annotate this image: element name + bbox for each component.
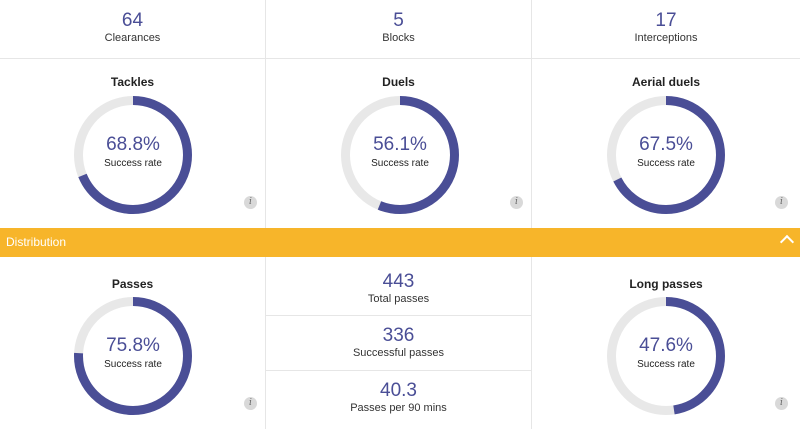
donut-label: Success rate [637,158,695,169]
stat-value: 64 [121,10,144,31]
card-title: Tackles [110,75,155,89]
stat-label: Blocks [382,32,415,44]
info-icon[interactable]: i [244,397,257,410]
card-title: Long passes [629,277,703,291]
donut-value: 47.6% [639,335,693,356]
donut-label: Success rate [371,158,429,169]
donut-progress-arc [74,96,192,214]
stat-label: Passes per 90 mins [350,402,447,414]
donut-value: 68.8% [106,134,160,155]
duels-donut: 56.1% Success rate [341,96,459,214]
stat-passes-per-90: 40.3 Passes per 90 mins [266,371,531,429]
info-icon[interactable]: i [244,196,257,209]
stat-value: 17 [655,10,677,31]
stat-label: Total passes [367,293,430,305]
info-icon[interactable]: i [775,397,788,410]
info-icon[interactable]: i [510,196,523,209]
donut-label: Success rate [104,359,162,370]
long-passes-card: Long passes 47.6% Success rate i [532,257,800,429]
stat-label: Successful passes [352,347,445,359]
stat-value: 336 [382,325,415,346]
info-icon[interactable]: i [775,196,788,209]
donut-progress-arc [607,297,725,415]
donut-value: 75.8% [106,335,160,356]
donut-progress-arc [74,297,192,415]
stat-value: 40.3 [380,380,417,401]
donut-value: 56.1% [373,134,427,155]
donut-value: 67.5% [639,134,693,155]
stat-value: 443 [382,271,415,292]
donut-progress-arc [341,96,459,214]
stat-total-passes: 443 Total passes [266,258,531,315]
card-title: Aerial duels [631,75,701,89]
passes-card: Passes 75.8% Success rate i [0,257,265,429]
stat-label: Interceptions [634,32,698,44]
donut-ring [341,96,459,214]
stat-clearances: 64 Clearances [0,0,265,58]
tackles-card: Tackles 68.8% Success rate i [0,59,265,228]
chevron-up-icon[interactable] [779,234,795,250]
donut-label: Success rate [104,158,162,169]
section-title: Distribution [6,235,67,249]
distribution-section-header[interactable]: Distribution [0,228,800,257]
stat-label: Clearances [104,32,161,44]
long-passes-donut: 47.6% Success rate [607,297,725,415]
donut-label: Success rate [637,359,695,370]
donut-ring [607,297,725,415]
stat-interceptions: 17 Interceptions [532,0,800,58]
card-title: Passes [111,277,154,291]
duels-card: Duels 56.1% Success rate i [266,59,531,228]
donut-ring [74,297,192,415]
donut-ring [74,96,192,214]
stat-value: 5 [393,10,404,31]
stat-successful-passes: 336 Successful passes [266,316,531,370]
donut-ring [607,96,725,214]
tackles-donut: 68.8% Success rate [74,96,192,214]
donut-progress-arc [607,96,725,214]
passes-donut: 75.8% Success rate [74,297,192,415]
aerial-duels-donut: 67.5% Success rate [607,96,725,214]
aerial-duels-card: Aerial duels 67.5% Success rate i [532,59,800,228]
card-title: Duels [382,75,415,89]
stat-blocks: 5 Blocks [266,0,531,58]
